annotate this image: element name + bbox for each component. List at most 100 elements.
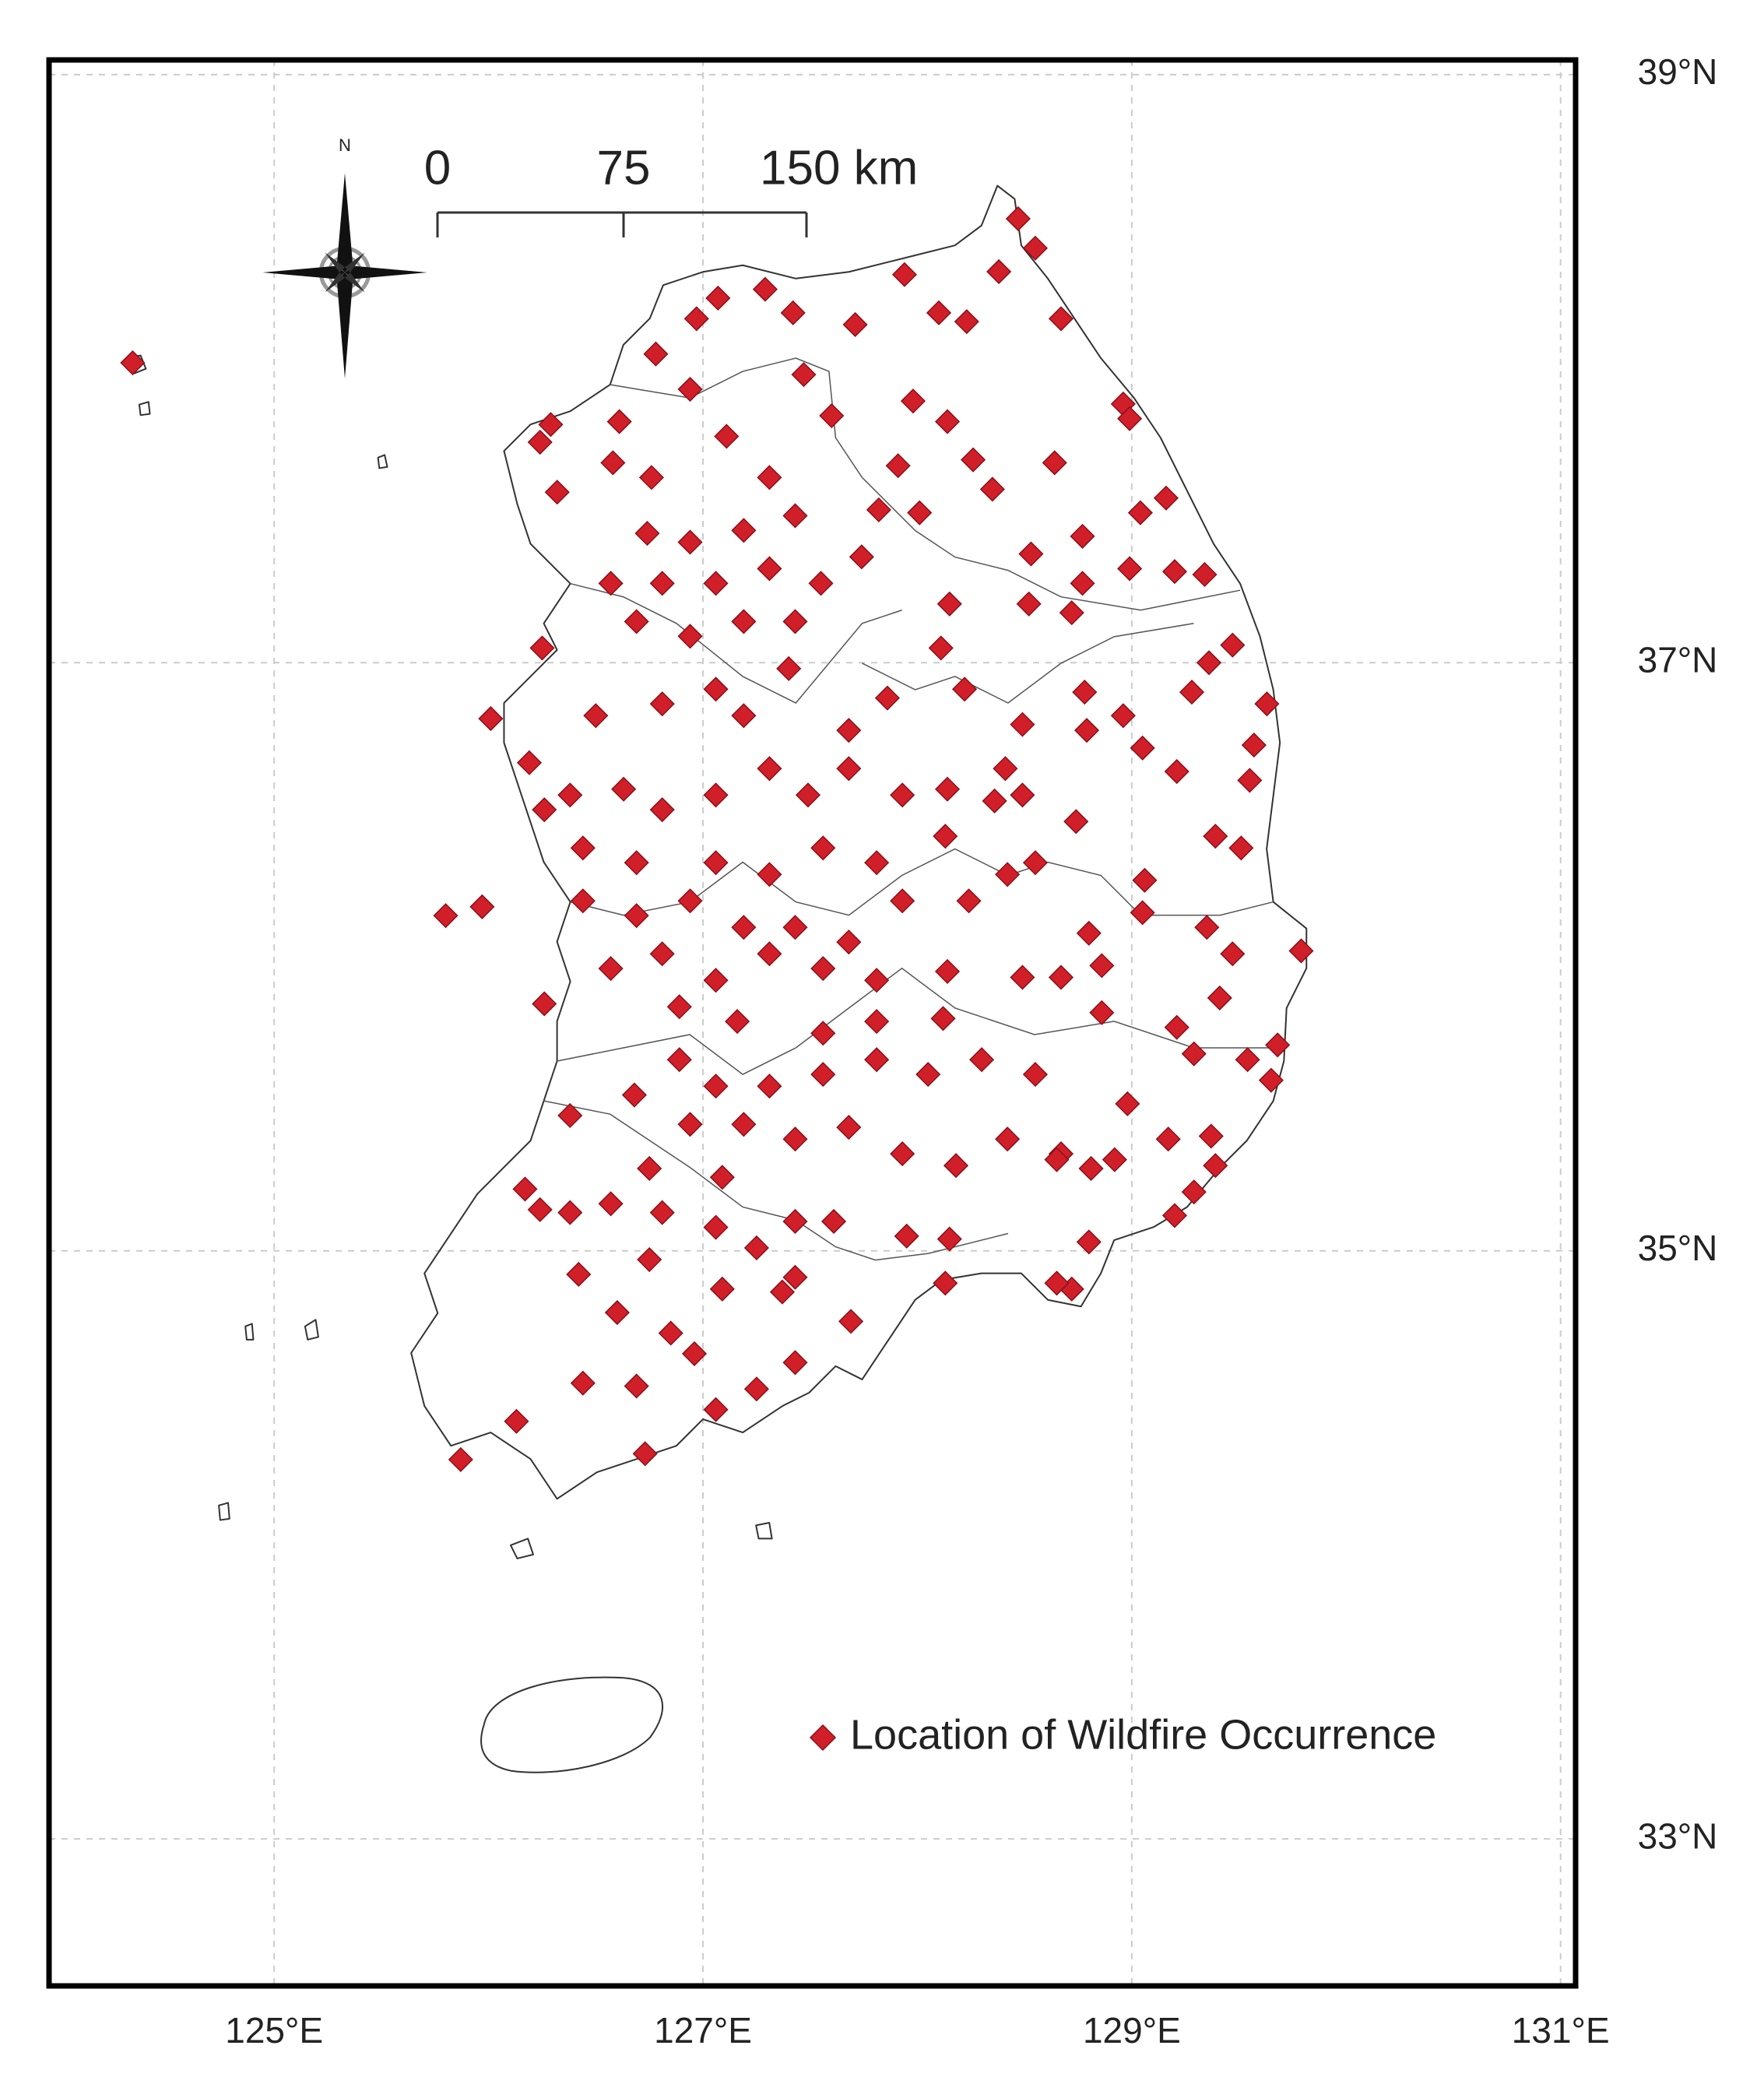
wildfire-point xyxy=(512,1176,538,1202)
wildfire-point xyxy=(1161,1203,1188,1228)
wildfire-point xyxy=(681,1341,708,1366)
wildfire-point xyxy=(725,1009,750,1035)
compass-point xyxy=(336,272,353,379)
wildfire-point xyxy=(677,376,703,402)
wildfire-point xyxy=(649,797,675,823)
wildfire-point xyxy=(894,1223,919,1249)
islet xyxy=(128,356,772,1559)
wildfire-point xyxy=(1181,1179,1207,1205)
wildfire-point xyxy=(527,429,553,455)
wildfire-point xyxy=(643,341,669,367)
wildfire-point xyxy=(1018,541,1044,567)
wildfire-point xyxy=(933,1270,958,1296)
wildfire-point xyxy=(1117,556,1143,582)
wildfire-point xyxy=(637,1155,662,1182)
wildfire-point xyxy=(532,797,557,823)
wildfire-point xyxy=(995,1126,1021,1152)
wildfire-point xyxy=(1005,206,1031,232)
scale-bar-label: 0 xyxy=(424,141,451,195)
wildfire-point xyxy=(982,788,1007,814)
wildfire-point xyxy=(1228,835,1254,861)
wildfire-point xyxy=(649,1200,675,1225)
wildfire-point xyxy=(1254,691,1280,717)
wildfire-point xyxy=(703,782,729,808)
wildfire-point xyxy=(624,903,649,929)
wildfire-point xyxy=(1198,1123,1224,1149)
wildfire-point xyxy=(1155,1126,1181,1152)
wildfire-point xyxy=(782,609,808,634)
wildfire-point xyxy=(1241,733,1267,758)
wildfire-point xyxy=(1010,782,1035,808)
wildfire-point xyxy=(791,362,817,388)
wildfire-point xyxy=(731,609,757,634)
compass-point xyxy=(345,252,365,272)
wildfire-point xyxy=(649,941,675,967)
wildfire-point xyxy=(821,1208,847,1235)
x-tick-label: 127°E xyxy=(654,2010,752,2051)
wildfire-point xyxy=(666,994,692,1020)
wildfire-point xyxy=(557,1200,583,1225)
wildfire-point xyxy=(583,703,609,729)
compass-point xyxy=(325,272,345,293)
wildfire-point xyxy=(516,750,543,775)
wildfire-point xyxy=(782,1208,808,1235)
wildfire-point xyxy=(836,1115,862,1140)
wildfire-point xyxy=(1220,941,1246,967)
wildfire-point xyxy=(890,1141,915,1167)
wildfire-point xyxy=(1192,561,1218,588)
y-tick-label: 35°N xyxy=(1638,1228,1718,1268)
wildfire-point xyxy=(731,1112,757,1137)
scale-bar xyxy=(436,211,808,237)
wildfire-point xyxy=(864,850,890,876)
wildfire-point xyxy=(709,1165,735,1190)
map-frame xyxy=(46,57,1579,1989)
wildfire-point xyxy=(649,691,675,717)
wildfire-point xyxy=(926,300,952,325)
wildfire-point xyxy=(907,500,933,525)
wildfire-point xyxy=(598,571,624,596)
compass-point xyxy=(336,173,353,272)
wildfire-point xyxy=(838,1309,864,1334)
wildfire-point xyxy=(731,915,757,940)
wildfire-point xyxy=(1179,680,1205,705)
wildfire-point xyxy=(570,888,596,914)
wildfire-point xyxy=(666,1047,692,1073)
wildfire-point xyxy=(743,1235,769,1261)
wildfire-point xyxy=(1010,712,1035,737)
wildfire-point xyxy=(890,782,915,808)
wildfire-point xyxy=(782,1126,808,1152)
wildfire-point xyxy=(703,1397,729,1422)
wildfire-point xyxy=(782,503,808,529)
wildfire-point xyxy=(1110,703,1136,729)
wildfire-point xyxy=(1022,235,1048,261)
wildfire-point xyxy=(504,1408,529,1434)
wildfire-point xyxy=(930,1006,956,1031)
wildfire-point xyxy=(709,1276,735,1302)
wildfire-point xyxy=(532,991,557,1017)
wildfire-point xyxy=(570,835,596,861)
wildfire-point xyxy=(1181,1041,1207,1067)
wildfire-point xyxy=(1235,1047,1260,1073)
wildfire-point xyxy=(1078,1155,1104,1182)
wildfire-point xyxy=(1130,900,1155,926)
wildfire-point xyxy=(890,888,915,914)
wildfire-point xyxy=(677,888,703,914)
wildfire-point xyxy=(120,350,146,376)
wildfire-point xyxy=(993,756,1018,782)
wildfire-point xyxy=(598,1191,624,1217)
wildfire-point xyxy=(961,447,986,473)
wildfire-point xyxy=(757,941,782,967)
wildfire-point xyxy=(604,1299,630,1326)
wildfire-point xyxy=(891,262,917,287)
wildfire-point xyxy=(782,1264,808,1290)
wildfire-point xyxy=(469,894,495,919)
wildfire-point xyxy=(1258,1067,1284,1093)
wildfire-point xyxy=(864,968,890,993)
wildfire-point xyxy=(780,300,806,325)
wildfire-point xyxy=(600,450,626,476)
wildfire-point xyxy=(757,556,782,582)
wildfire-point xyxy=(1127,500,1153,525)
y-tick-label: 33°N xyxy=(1638,1815,1718,1856)
legend-label: Location of Wildfire Occurrence xyxy=(850,1711,1436,1758)
wildfire-point xyxy=(1203,824,1228,849)
